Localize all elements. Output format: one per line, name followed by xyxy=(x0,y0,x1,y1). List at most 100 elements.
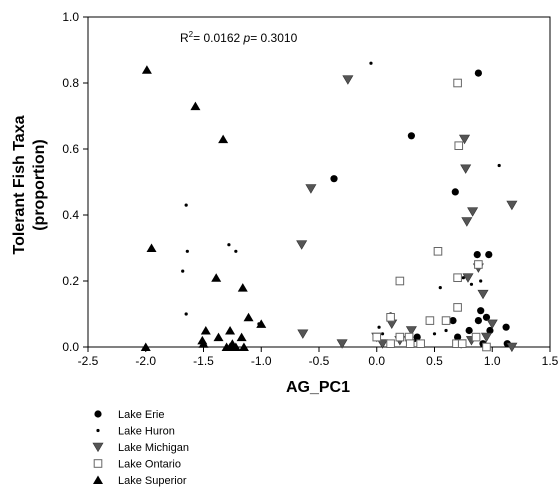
data-point-lake-superior xyxy=(256,319,267,328)
data-point-lake-superior xyxy=(236,332,247,342)
data-point-lake-michigan xyxy=(305,184,317,194)
data-point-lake-michigan xyxy=(405,326,417,336)
y-tick-label: 0.8 xyxy=(62,76,79,90)
data-point-lake-erie xyxy=(485,251,493,259)
data-point-lake-huron xyxy=(469,282,474,286)
x-axis-ticks: -2.5 -2.0 -1.5 -1.0 -0.5 0.0 0.5 1.0 1.5 xyxy=(78,347,559,368)
x-tick-label: 1.5 xyxy=(542,354,559,368)
y-axis-title-line1: Tolerant Fish Taxa xyxy=(11,115,28,254)
data-point-lake-superior xyxy=(225,342,236,351)
data-point-lake-ontario xyxy=(471,332,481,342)
legend: Lake Erie Lake Huron Lake Michigan Lake Ont… xyxy=(92,409,189,487)
data-point-lake-erie xyxy=(465,326,473,335)
data-point-lake-erie xyxy=(330,175,338,183)
y-tick-label: 0.0 xyxy=(62,340,79,354)
y-tick-label: 0.2 xyxy=(62,274,79,288)
data-point-lake-michigan xyxy=(477,289,489,300)
data-point-lake-michigan xyxy=(461,217,473,227)
data-point-lake-ontario xyxy=(433,247,443,256)
data-point-lake-erie xyxy=(451,188,459,196)
data-point-lake-superior xyxy=(200,326,211,335)
y-axis-title-line2: (proportion) xyxy=(31,139,48,231)
data-point-lake-ontario xyxy=(441,316,451,325)
data-point-lake-superior xyxy=(140,342,151,351)
legend-label-lake-huron: Lake Huron xyxy=(118,426,175,438)
data-point-lake-michigan xyxy=(342,75,354,85)
data-point-lake-michigan xyxy=(377,339,389,349)
data-point-lake-superior xyxy=(190,101,201,111)
data-point-lake-ontario xyxy=(405,339,415,348)
data-point-lake-ontario xyxy=(372,332,382,342)
data-point-lake-superior xyxy=(146,243,157,252)
data-point-lake-superior xyxy=(218,134,229,144)
legend-label-lake-michigan: Lake Michigan xyxy=(118,442,189,454)
series-lake-erie xyxy=(330,69,511,348)
data-points xyxy=(140,61,518,353)
data-point-lake-michigan xyxy=(506,200,518,211)
data-point-lake-ontario xyxy=(454,141,464,150)
data-point-lake-michigan xyxy=(296,240,308,250)
data-point-lake-superior xyxy=(225,326,236,335)
data-point-lake-erie xyxy=(454,333,462,341)
data-point-lake-ontario xyxy=(453,273,462,282)
data-point-lake-michigan xyxy=(462,273,474,283)
legend-label-lake-erie: Lake Erie xyxy=(118,409,164,421)
plot-border xyxy=(87,16,551,348)
data-point-lake-superior xyxy=(141,65,152,74)
y-tick-label: 0.6 xyxy=(62,142,79,156)
x-axis-title: AG_PC1 xyxy=(286,379,350,396)
stats-annotation: R2= 0.0162 p= 0.3010 xyxy=(180,30,298,45)
data-point-lake-ontario xyxy=(474,260,483,269)
data-point-lake-huron xyxy=(479,279,483,283)
data-point-lake-huron xyxy=(227,243,231,247)
series-lake-ontario xyxy=(372,78,491,352)
x-tick-label: -2.5 xyxy=(78,354,99,368)
data-point-lake-huron xyxy=(438,286,442,290)
data-point-lake-huron xyxy=(234,249,238,253)
legend-label-lake-ontario: Lake Ontario xyxy=(118,459,181,471)
x-tick-label: -2.0 xyxy=(135,354,156,368)
data-point-lake-huron xyxy=(181,269,185,273)
data-point-lake-erie xyxy=(449,317,457,325)
data-point-lake-erie xyxy=(473,251,481,259)
data-point-lake-ontario xyxy=(453,303,462,312)
data-point-lake-superior xyxy=(211,273,222,282)
series-lake-superior xyxy=(140,65,267,351)
data-point-lake-superior xyxy=(238,342,249,351)
legend-marker-lake-huron xyxy=(96,428,100,433)
data-point-lake-ontario xyxy=(386,313,395,322)
data-point-lake-erie xyxy=(482,313,491,321)
data-point-lake-huron xyxy=(184,312,188,316)
data-point-lake-huron xyxy=(377,325,381,329)
data-point-lake-superior xyxy=(243,312,254,322)
data-point-lake-michigan xyxy=(459,134,471,145)
data-point-lake-erie xyxy=(477,307,485,315)
data-point-lake-huron xyxy=(444,328,448,333)
x-tick-label: -0.5 xyxy=(309,354,330,368)
x-tick-label: 0.5 xyxy=(426,354,443,368)
data-point-lake-ontario xyxy=(395,332,405,342)
data-point-lake-erie xyxy=(502,323,510,331)
data-point-lake-erie xyxy=(474,69,482,77)
data-point-lake-michigan xyxy=(467,207,479,217)
x-tick-label: -1.5 xyxy=(193,354,214,368)
data-point-lake-michigan xyxy=(480,332,492,343)
data-point-lake-huron xyxy=(369,61,373,65)
data-point-lake-huron xyxy=(184,203,188,207)
plot-frame xyxy=(87,16,551,348)
data-point-lake-michigan xyxy=(486,319,498,329)
data-point-lake-erie xyxy=(474,317,482,325)
data-point-lake-ontario xyxy=(457,339,467,348)
data-point-lake-huron xyxy=(497,163,501,168)
data-point-lake-ontario xyxy=(395,276,405,286)
legend-label-lake-superior: Lake Superior xyxy=(118,475,187,487)
data-point-lake-superior xyxy=(213,332,224,342)
x-tick-label: 1.0 xyxy=(484,354,501,368)
data-point-lake-ontario xyxy=(425,316,435,325)
legend-marker-lake-erie xyxy=(94,410,102,418)
legend-marker-lake-ontario xyxy=(93,459,103,468)
x-tick-label: 0.0 xyxy=(368,354,385,368)
y-axis-title: Tolerant Fish Taxa (proportion) xyxy=(11,115,48,254)
data-point-lake-michigan xyxy=(460,164,472,174)
